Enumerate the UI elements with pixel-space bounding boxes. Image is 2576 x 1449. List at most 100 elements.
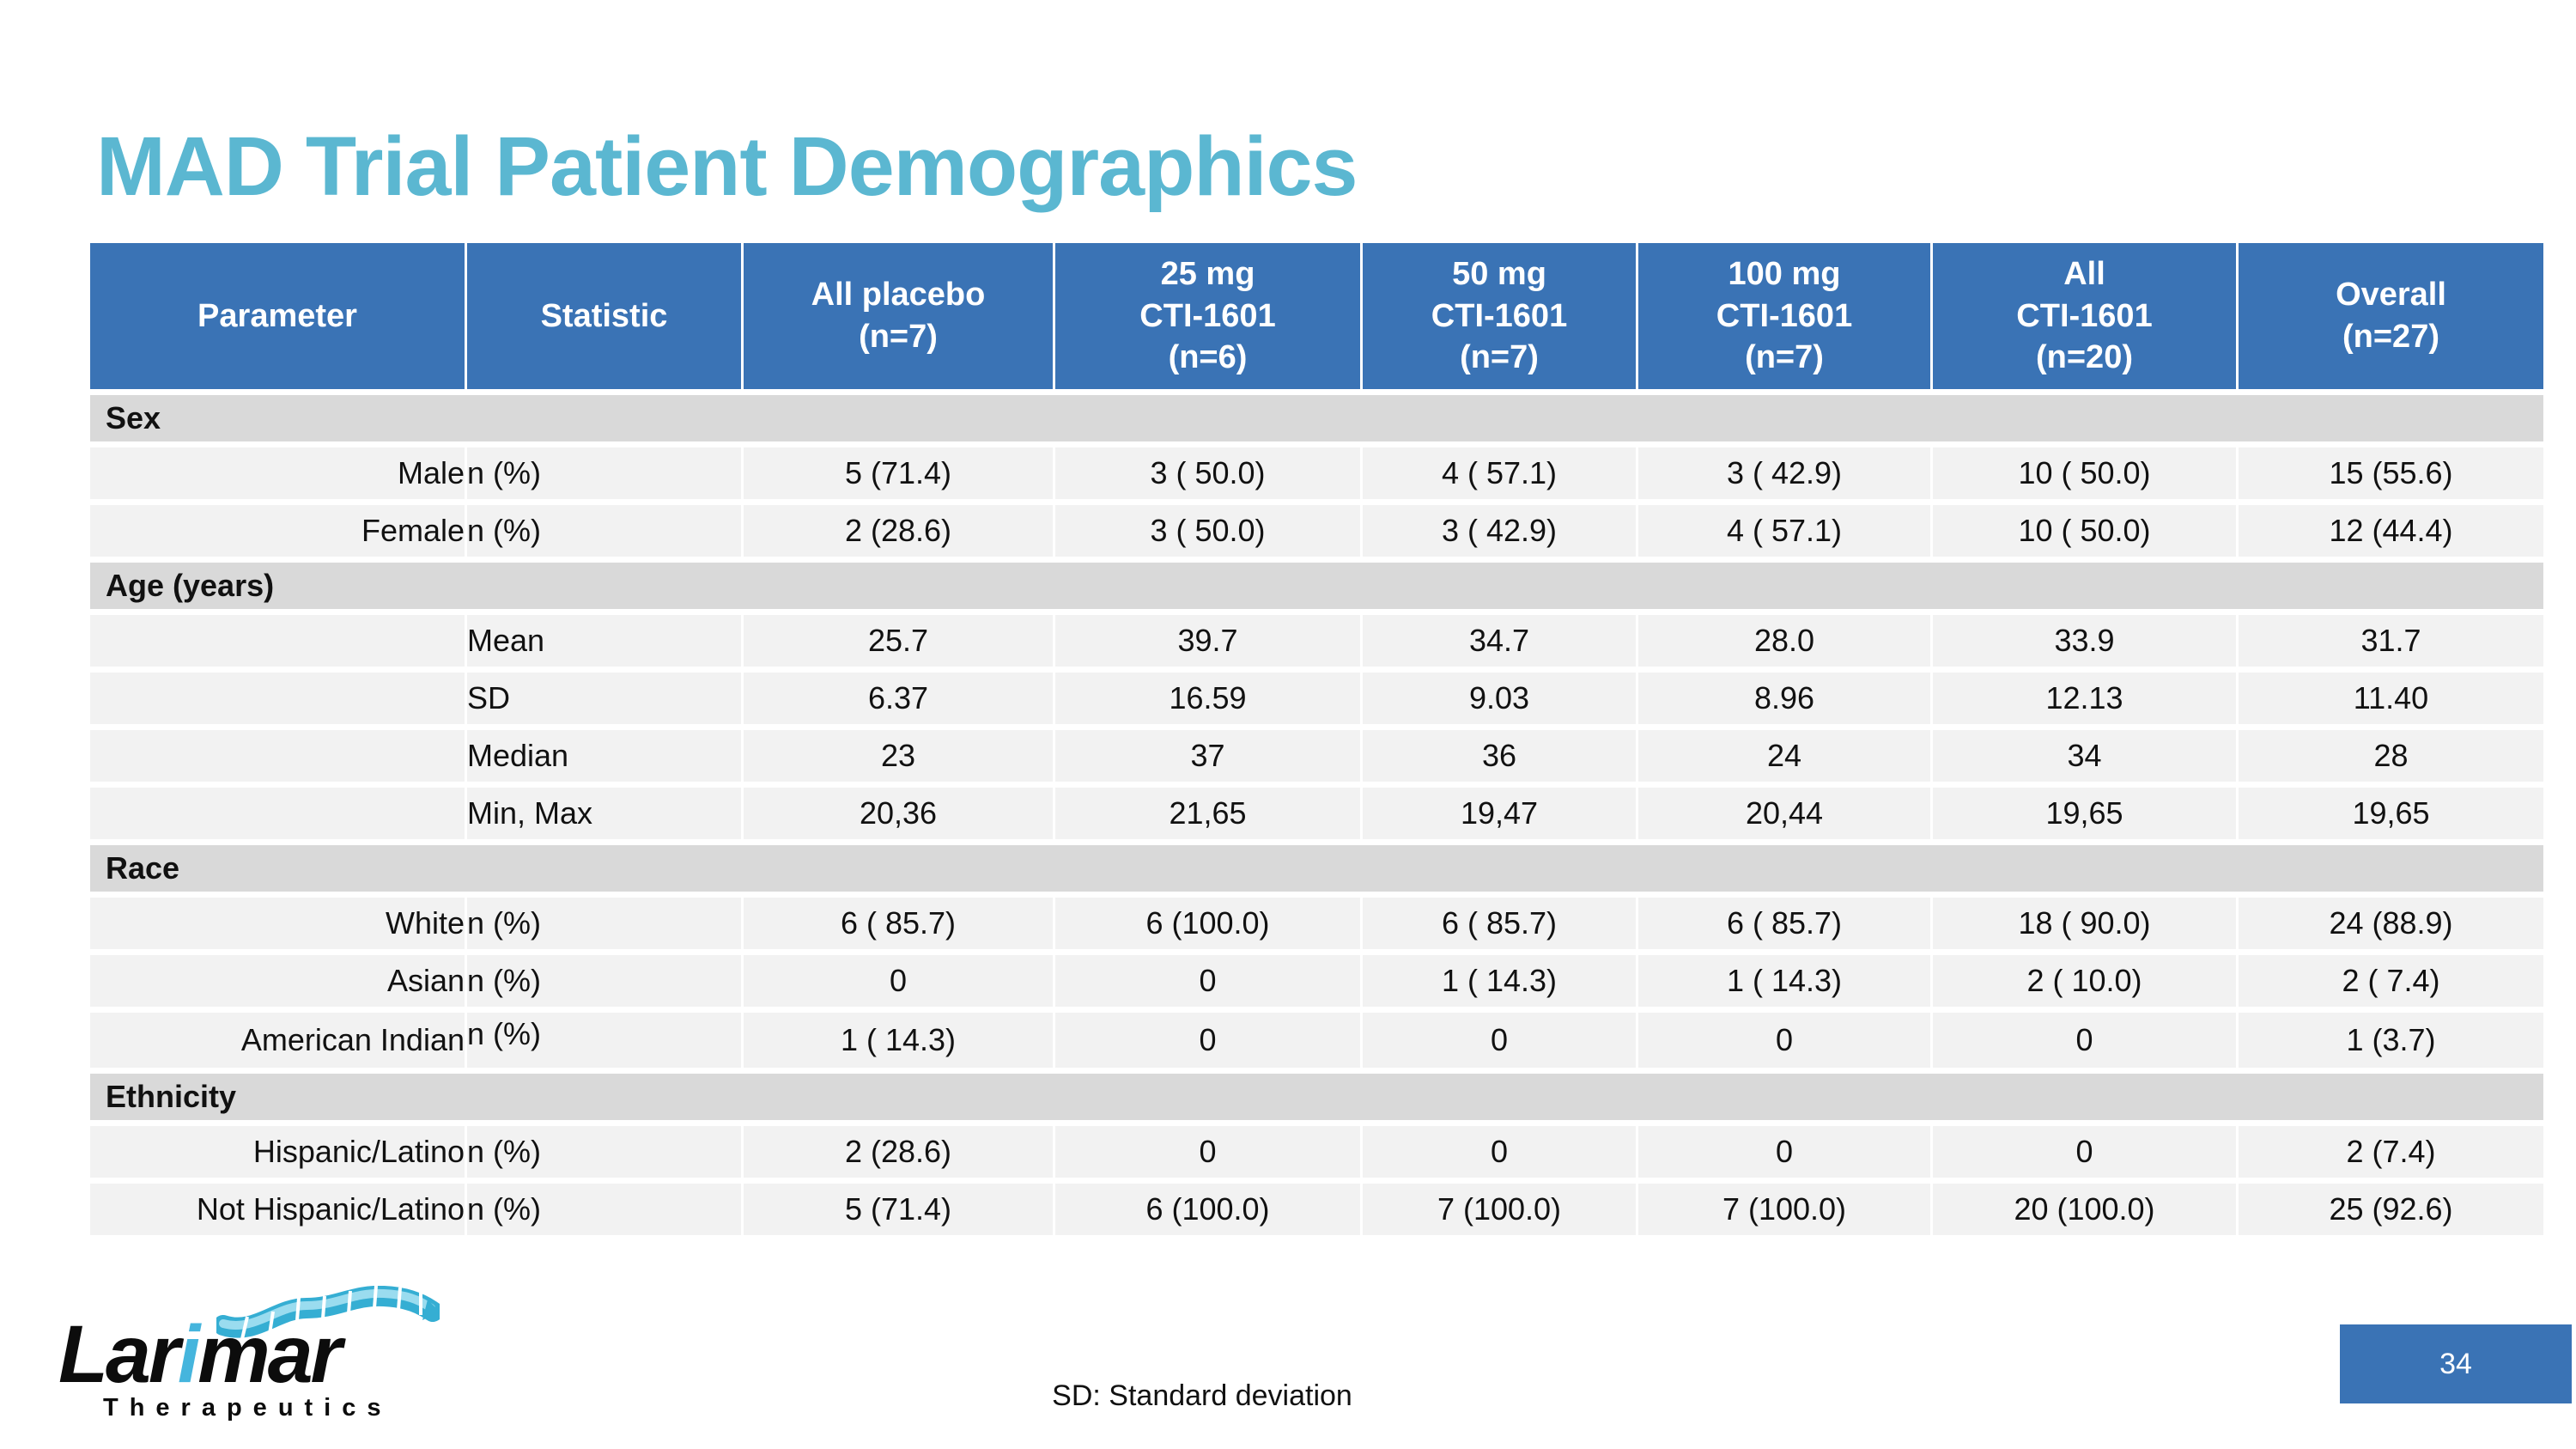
parameter-cell [90,730,465,782]
statistic-cell: n (%) [467,447,741,499]
value-cell: 19,65 [1933,788,2236,839]
value-cell: 31.7 [2239,615,2543,667]
statistic-cell: Mean [467,615,741,667]
logo-wordmark: Larimar [58,1309,343,1400]
value-cell: 3 ( 50.0) [1055,505,1360,557]
value-cell: 3 ( 50.0) [1055,447,1360,499]
value-cell: 0 [1055,955,1360,1007]
table-row: White n (%) 6 ( 85.7) 6 (100.0) 6 ( 85.7) 6 (… [90,898,2543,949]
parameter-cell: Male [90,447,465,499]
section-row: Ethnicity [90,1074,2543,1120]
column-header: Parameter [90,243,465,389]
table-row: Mean 25.7 39.7 34.7 28.0 33.9 31.7 [90,615,2543,667]
value-cell: 2 (28.6) [744,505,1053,557]
column-header: All placebo (n=7) [744,243,1053,389]
table-row: SD 6.37 16.59 9.03 8.96 12.13 11.40 [90,673,2543,724]
value-cell: 10 ( 50.0) [1933,447,2236,499]
table-row: Male n (%) 5 (71.4) 3 ( 50.0) 4 ( 57.1) 3 ( 4… [90,447,2543,499]
section-row: Race [90,845,2543,892]
value-cell: 36 [1363,730,1636,782]
column-header: 25 mg CTI-1601 (n=6) [1055,243,1360,389]
larimar-logo: Larimar Therapeutics [53,1284,500,1430]
value-cell: 28 [2239,730,2543,782]
protein-helix-icon [216,1286,440,1340]
value-cell: 0 [1055,1013,1360,1068]
column-header: 50 mg CTI-1601 (n=7) [1363,243,1636,389]
value-cell: 0 [1933,1013,2236,1068]
parameter-cell: Not Hispanic/Latino [90,1184,465,1235]
value-cell: 12 (44.4) [2239,505,2543,557]
column-header: Statistic [467,243,741,389]
value-cell: 1 (3.7) [2239,1013,2543,1068]
table-row: Not Hispanic/Latino n (%) 5 (71.4) 6 (100.0… [90,1184,2543,1235]
value-cell: 37 [1055,730,1360,782]
value-cell: 21,65 [1055,788,1360,839]
statistic-cell: SD [467,673,741,724]
value-cell: 34.7 [1363,615,1636,667]
table-row: Median 23 37 36 24 34 28 [90,730,2543,782]
parameter-cell [90,788,465,839]
table-row: American Indian n (%) 1 ( 14.3) 0 0 0 0 1 (3.7) [90,1013,2543,1068]
table-row: Female n (%) 2 (28.6) 3 ( 50.0) 3 ( 42.9) 4 (… [90,505,2543,557]
value-cell: 6 (100.0) [1055,1184,1360,1235]
value-cell: 3 ( 42.9) [1363,505,1636,557]
table-row: Hispanic/Latino n (%) 2 (28.6) 0 0 0 0 2 (7.4) [90,1126,2543,1178]
value-cell: 2 ( 10.0) [1933,955,2236,1007]
value-cell: 7 (100.0) [1363,1184,1636,1235]
parameter-cell [90,615,465,667]
value-cell: 0 [1363,1013,1636,1068]
value-cell: 25.7 [744,615,1053,667]
column-header: Overall (n=27) [2239,243,2543,389]
value-cell: 4 ( 57.1) [1638,505,1930,557]
logo-accent-letter: i [177,1309,200,1400]
page-title: MAD Trial Patient Demographics [96,119,1358,213]
table-row: Asian n (%) 0 0 1 ( 14.3) 1 ( 14.3) 2 ( 10.0) 2… [90,955,2543,1007]
statistic-cell: Median [467,730,741,782]
value-cell: 11.40 [2239,673,2543,724]
parameter-cell [90,673,465,724]
value-cell: 15 (55.6) [2239,447,2543,499]
table-row: Min, Max 20,36 21,65 19,47 20,44 19,65 19,65 [90,788,2543,839]
value-cell: 2 ( 7.4) [2239,955,2543,1007]
value-cell: 9.03 [1363,673,1636,724]
value-cell: 1 ( 14.3) [1638,955,1930,1007]
value-cell: 6 ( 85.7) [744,898,1053,949]
value-cell: 24 (88.9) [2239,898,2543,949]
statistic-cell: n (%) [467,1126,741,1178]
footnote: SD: Standard deviation [1052,1379,1352,1412]
demographics-table: Parameter Statistic All placebo (n=7) 25 mg C… [88,237,2546,1241]
statistic-cell: n (%) [467,1013,741,1068]
value-cell: 6 ( 85.7) [1638,898,1930,949]
parameter-cell: White [90,898,465,949]
parameter-cell: Female [90,505,465,557]
value-cell: 5 (71.4) [744,447,1053,499]
value-cell: 6 ( 85.7) [1363,898,1636,949]
value-cell: 1 ( 14.3) [744,1013,1053,1068]
value-cell: 24 [1638,730,1930,782]
section-label: Race [90,845,2543,892]
parameter-cell: American Indian [90,1013,465,1068]
value-cell: 0 [1933,1126,2236,1178]
value-cell: 18 ( 90.0) [1933,898,2236,949]
value-cell: 28.0 [1638,615,1930,667]
value-cell: 2 (7.4) [2239,1126,2543,1178]
parameter-cell: Hispanic/Latino [90,1126,465,1178]
value-cell: 23 [744,730,1053,782]
value-cell: 34 [1933,730,2236,782]
statistic-cell: n (%) [467,505,741,557]
value-cell: 10 ( 50.0) [1933,505,2236,557]
value-cell: 20,44 [1638,788,1930,839]
logo-subtext: Therapeutics [103,1394,392,1422]
page-number: 34 [2439,1347,2472,1380]
value-cell: 6 (100.0) [1055,898,1360,949]
value-cell: 0 [1638,1126,1930,1178]
value-cell: 4 ( 57.1) [1363,447,1636,499]
table-header-row: Parameter Statistic All placebo (n=7) 25 mg C… [90,243,2543,389]
section-row: Age (years) [90,563,2543,609]
value-cell: 16.59 [1055,673,1360,724]
section-row: Sex [90,395,2543,441]
section-label: Ethnicity [90,1074,2543,1120]
section-label: Sex [90,395,2543,441]
value-cell: 0 [1638,1013,1930,1068]
value-cell: 3 ( 42.9) [1638,447,1930,499]
